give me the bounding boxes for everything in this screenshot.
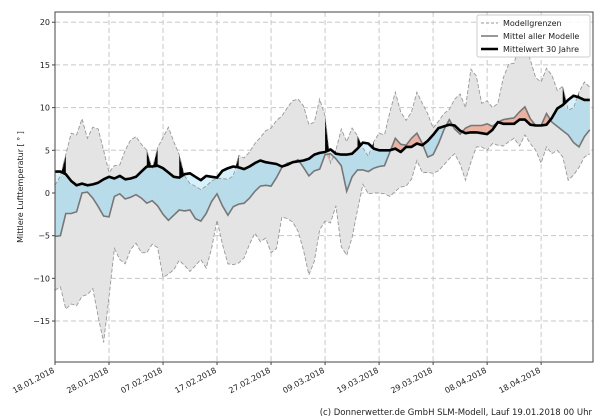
x-tick-label: 28.01.2018 (65, 366, 110, 395)
y-tick-label: 20 (40, 18, 50, 27)
y-axis-label: Mittlere Lufttemperatur [ ° ] (16, 131, 25, 243)
x-tick-label: 18.01.2018 (11, 366, 56, 395)
below-normal-fill (54, 175, 61, 237)
below-normal-fill (195, 185, 201, 222)
legend-label: Modellgrenzen (503, 19, 562, 28)
below-normal-fill (378, 150, 385, 167)
footer-credit: (c) Donnerwetter.de GmbH SLM-Modell, Lau… (320, 408, 593, 418)
below-normal-fill (265, 162, 272, 187)
y-tick-label: −5 (38, 232, 50, 241)
x-tick-label: 27.02.2018 (227, 366, 272, 395)
x-tick-label: 08.04.2018 (443, 366, 488, 395)
x-tick-label: 19.03.2018 (335, 366, 380, 395)
y-tick-label: 10 (40, 104, 50, 113)
y-tick-label: 15 (40, 61, 50, 70)
x-tick-label: 17.02.2018 (173, 366, 218, 395)
y-axis: −15 −10 −5 0 5 10 15 20 (33, 18, 55, 326)
y-tick-label: −10 (33, 274, 50, 283)
below-normal-fill (125, 178, 131, 200)
legend-box (476, 14, 591, 58)
below-normal-fill (179, 175, 185, 212)
below-normal-fill (168, 172, 174, 221)
x-tick-label: 07.02.2018 (119, 366, 164, 395)
below-normal-fill (238, 167, 245, 205)
below-normal-fill (373, 148, 380, 169)
y-tick-label: 5 (45, 146, 50, 155)
below-normal-fill (260, 160, 266, 187)
legend: Modellgrenzen Mittel aller Modelle Mittelw… (476, 14, 591, 58)
below-normal-fill (146, 166, 153, 204)
plot-frame (54, 11, 594, 363)
lower-model-limit-line (54, 133, 591, 343)
below-normal-fill (173, 176, 180, 216)
below-normal-fill (243, 166, 250, 204)
below-normal-fill (103, 176, 110, 218)
x-tick-label: 29.03.2018 (389, 366, 434, 395)
x-axis: 18.01.2018 28.01.2018 07.02.2018 17.02.2018… (11, 362, 542, 395)
thirty-year-mean-line (55, 94, 590, 187)
below-normal-fill (130, 176, 137, 198)
below-normal-fill (357, 147, 364, 171)
below-normal-fill (162, 167, 169, 221)
y-tick-label: −15 (33, 317, 50, 326)
below-normal-fill (152, 165, 158, 207)
fills (54, 43, 590, 343)
legend-label: Mittel aller Modelle (503, 32, 579, 41)
upper-model-limit-line (54, 43, 591, 191)
x-tick-label: 18.04.2018 (497, 366, 542, 395)
x-tick-label: 09.03.2018 (281, 366, 326, 395)
model-mean-line (54, 105, 591, 238)
lines (54, 43, 591, 343)
legend-label: Mittelwert 30 Jahre (503, 45, 579, 54)
y-tick-label: 0 (45, 189, 50, 198)
model-range-band (55, 43, 590, 343)
